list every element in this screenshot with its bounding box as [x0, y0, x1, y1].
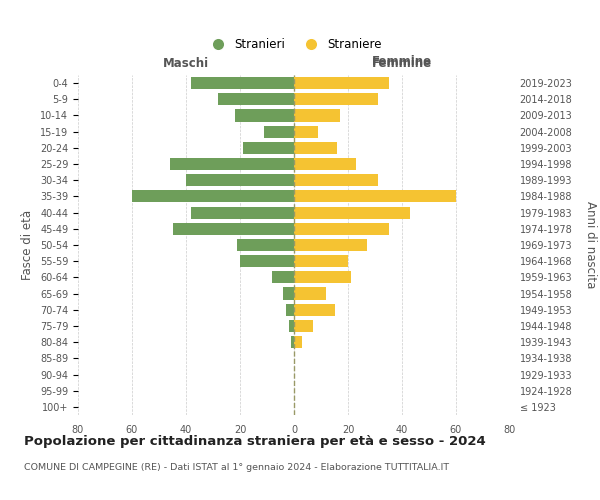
Y-axis label: Fasce di età: Fasce di età — [22, 210, 34, 280]
Bar — [294, 206, 410, 218]
Bar — [272, 272, 294, 283]
Bar — [294, 93, 378, 106]
Bar — [235, 110, 294, 122]
Bar — [294, 77, 389, 89]
Y-axis label: Anni di nascita: Anni di nascita — [584, 202, 597, 288]
Text: Femmine: Femmine — [372, 55, 432, 68]
Bar — [292, 336, 294, 348]
Bar — [294, 288, 326, 300]
Bar — [283, 288, 294, 300]
Bar — [294, 336, 302, 348]
Bar — [294, 239, 367, 251]
Bar — [240, 255, 294, 268]
Text: Maschi: Maschi — [163, 57, 209, 70]
Bar — [191, 206, 294, 218]
Bar — [132, 190, 294, 202]
Bar — [294, 222, 389, 235]
Bar — [294, 304, 335, 316]
Bar — [294, 142, 337, 154]
Text: COMUNE DI CAMPEGINE (RE) - Dati ISTAT al 1° gennaio 2024 - Elaborazione TUTTITAL: COMUNE DI CAMPEGINE (RE) - Dati ISTAT al… — [24, 462, 449, 471]
Bar — [191, 77, 294, 89]
Text: Femmine: Femmine — [372, 57, 432, 70]
Bar — [286, 304, 294, 316]
Bar — [294, 174, 378, 186]
Bar — [170, 158, 294, 170]
Bar — [294, 158, 356, 170]
Bar — [173, 222, 294, 235]
Bar — [294, 272, 350, 283]
Bar — [294, 126, 319, 138]
Text: Popolazione per cittadinanza straniera per età e sesso - 2024: Popolazione per cittadinanza straniera p… — [24, 435, 486, 448]
Bar — [294, 320, 313, 332]
Bar — [238, 239, 294, 251]
Bar — [289, 320, 294, 332]
Legend: Stranieri, Straniere: Stranieri, Straniere — [201, 34, 387, 56]
Bar — [294, 190, 456, 202]
Bar — [294, 110, 340, 122]
Bar — [186, 174, 294, 186]
Bar — [218, 93, 294, 106]
Bar — [294, 255, 348, 268]
Bar — [265, 126, 294, 138]
Bar — [242, 142, 294, 154]
